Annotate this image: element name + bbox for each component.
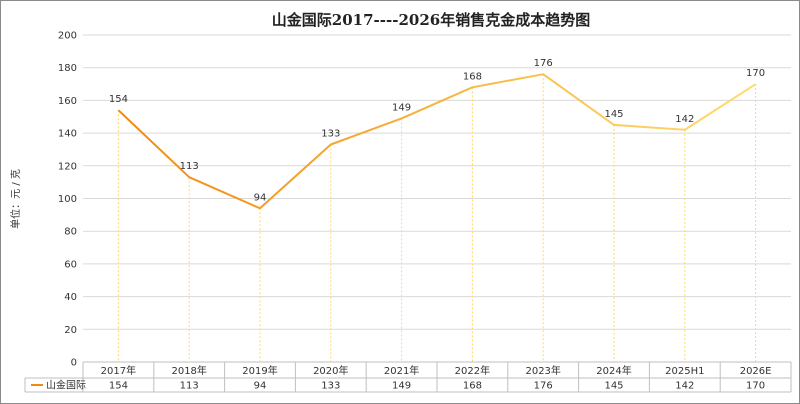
y-tick-label: 60 bbox=[64, 259, 77, 270]
x-tick-label: 2021年 bbox=[384, 364, 419, 377]
y-tick-label: 40 bbox=[64, 292, 77, 303]
y-axis-ticks: 0 20 40 60 80 100 120 140 160 180 200 bbox=[58, 31, 77, 369]
x-tick-label: 2026E bbox=[740, 366, 772, 377]
data-label: 154 bbox=[109, 94, 128, 105]
data-label: 113 bbox=[180, 161, 199, 172]
table-cell-value: 145 bbox=[604, 381, 623, 392]
data-labels: 154 113 94 133 149 168 176 145 142 170 bbox=[109, 58, 765, 203]
y-tick-label: 140 bbox=[58, 129, 77, 140]
y-tick-label: 20 bbox=[64, 325, 77, 336]
data-label: 142 bbox=[675, 114, 694, 125]
x-tick-label: 2022年 bbox=[455, 364, 490, 377]
table-cell-value: 133 bbox=[321, 381, 340, 392]
x-tick-label: 2020年 bbox=[313, 364, 348, 377]
x-tick-label: 2025H1 bbox=[665, 366, 704, 377]
y-tick-label: 120 bbox=[58, 161, 77, 172]
data-label: 170 bbox=[746, 68, 765, 79]
table-cell-value: 142 bbox=[675, 381, 694, 392]
y-tick-label: 160 bbox=[58, 96, 77, 107]
table-cell-value: 168 bbox=[463, 381, 482, 392]
series-line-group bbox=[117, 73, 757, 210]
y-axis-label: 单位：元 / 克 bbox=[9, 169, 22, 229]
legend-series-name: 山金国际 bbox=[46, 379, 86, 392]
table-cell-value: 149 bbox=[392, 381, 411, 392]
y-tick-label: 0 bbox=[71, 358, 77, 369]
drop-lines bbox=[117, 74, 757, 362]
data-label: 94 bbox=[254, 192, 267, 203]
table-cell-value: 176 bbox=[534, 381, 553, 392]
data-table: 山金国际 154 113 94 133 149 168 176 145 142 170 bbox=[24, 362, 792, 393]
x-tick-label: 2024年 bbox=[596, 364, 631, 377]
data-label: 176 bbox=[534, 58, 553, 69]
table-cell-value: 113 bbox=[180, 381, 199, 392]
data-label: 149 bbox=[392, 102, 411, 113]
table-cell-value: 154 bbox=[109, 381, 128, 392]
y-tick-label: 100 bbox=[58, 194, 77, 205]
data-label: 168 bbox=[463, 71, 482, 82]
x-tick-label: 2017年 bbox=[101, 364, 136, 377]
x-tick-label: 2018年 bbox=[171, 364, 206, 377]
data-label: 145 bbox=[604, 109, 623, 120]
gridlines bbox=[83, 34, 791, 330]
y-tick-label: 180 bbox=[58, 63, 77, 74]
x-tick-label: 2019年 bbox=[242, 364, 277, 377]
y-tick-label: 200 bbox=[58, 31, 77, 42]
table-cell-value: 94 bbox=[254, 381, 267, 392]
y-tick-label: 80 bbox=[64, 227, 77, 238]
data-label: 133 bbox=[321, 129, 340, 140]
chart-title: 山金国际2017----2026年销售克金成本趋势图 bbox=[272, 11, 590, 29]
table-cell-value: 170 bbox=[746, 381, 765, 392]
x-tick-label: 2023年 bbox=[525, 364, 560, 377]
x-axis-ticks: 2017年 2018年 2019年 2020年 2021年 2022年 2023年 2024年… bbox=[101, 364, 772, 377]
series-line-shanjin bbox=[117, 73, 757, 210]
